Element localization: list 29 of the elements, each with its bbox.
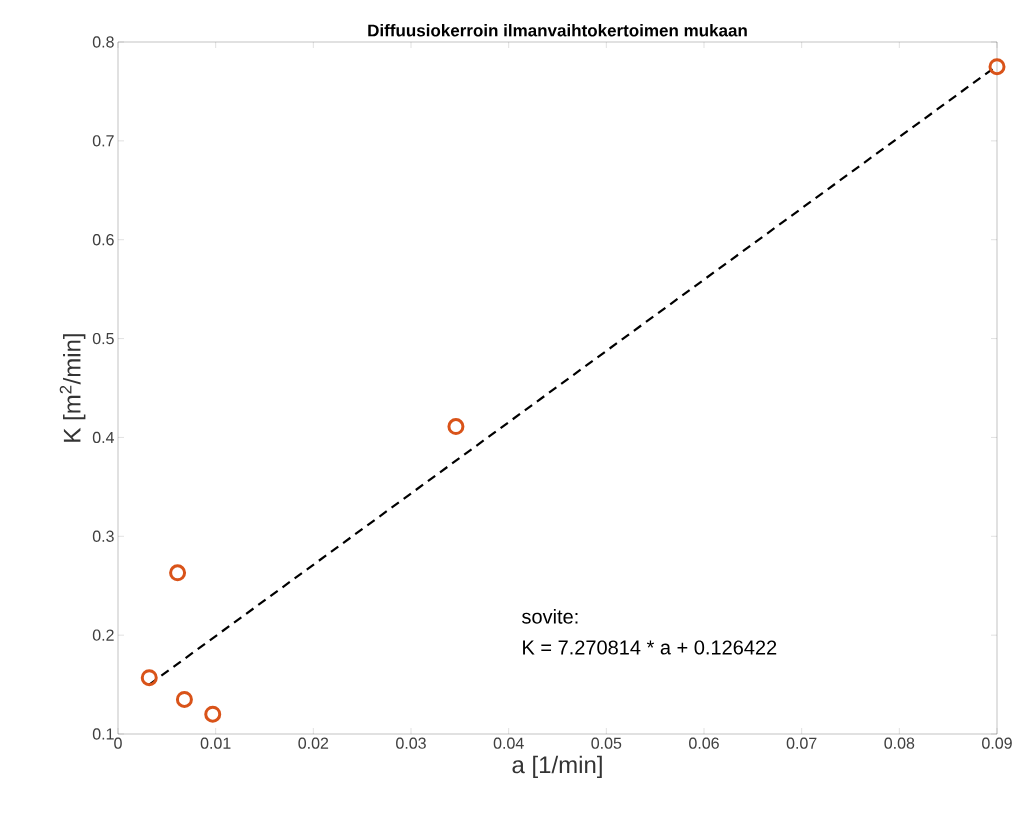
- x-tick-label: 0.07: [786, 737, 817, 749]
- y-tick-label: 0.4: [92, 431, 115, 444]
- x-tick-label: 0.02: [298, 737, 329, 749]
- point: [169, 564, 187, 582]
- annotation: K = 7.270814 * a + 0.126422: [523, 640, 777, 655]
- y-tick-label: 0.3: [92, 530, 114, 542]
- x-tick-label: 0.01: [200, 737, 231, 749]
- x-tick-label: 0.06: [689, 737, 719, 749]
- point: [140, 669, 158, 687]
- y-tick-label: 0.2: [92, 629, 114, 641]
- x-tick-label: 0.03: [396, 737, 426, 749]
- chart-title: Diffuusiokerroin ilmanvaihtokertoimen mukaan: [368, 24, 747, 37]
- x-tick-label: 0.09: [982, 737, 1012, 749]
- y-tick-label: 0.1: [92, 728, 114, 740]
- annotation: sovite:: [522, 609, 578, 624]
- point: [204, 705, 222, 723]
- y-tick-label: 0.5: [92, 332, 114, 345]
- x-tick-label: 0.05: [591, 737, 622, 749]
- y-tick-label: 0.7: [92, 135, 114, 147]
- y-axis-title: K [m$^{2}$/min]: [59, 334, 86, 442]
- point: [175, 690, 193, 708]
- x-tick-label: 0.08: [884, 737, 915, 749]
- y-tick-label: 0.6: [92, 234, 114, 246]
- x-axis-title: a [1/min]: [512, 755, 602, 779]
- x-tick-label: 0.04: [493, 737, 524, 749]
- point: [988, 58, 1006, 76]
- point: [447, 418, 465, 436]
- y-tick-label: 0.8: [92, 36, 114, 48]
- x-tick-label: 0: [114, 737, 122, 749]
